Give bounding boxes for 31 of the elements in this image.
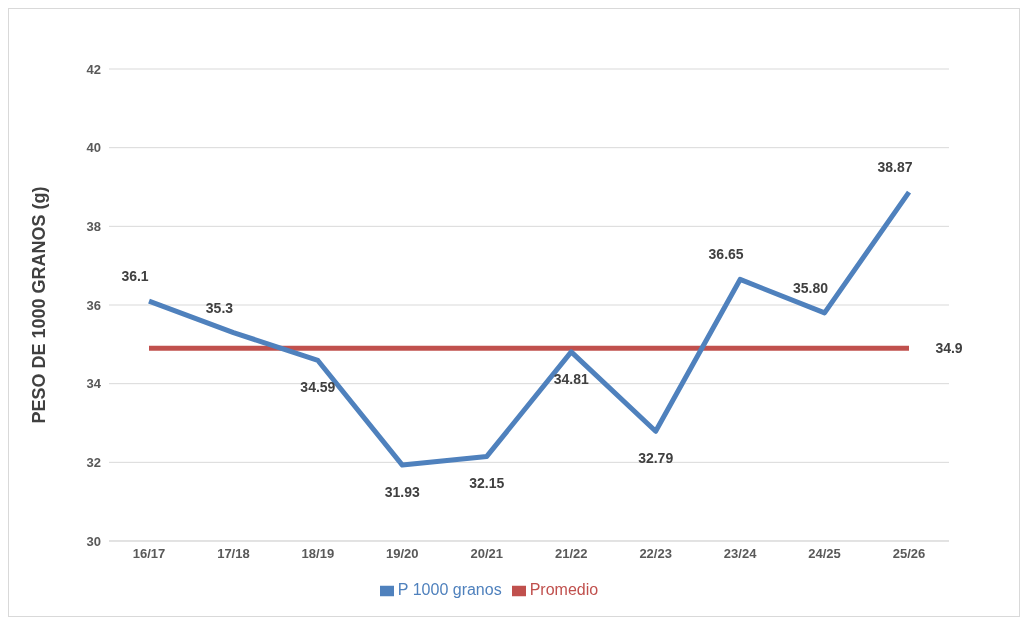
y-tick-label: 32	[86, 454, 101, 470]
data-label: 32.79	[638, 450, 674, 467]
x-tick-label: 21/22	[554, 546, 588, 562]
legend-label: Promedio	[529, 581, 599, 598]
data-label: 34.81	[553, 370, 589, 387]
x-tick-label: 16/17	[132, 546, 166, 562]
x-tick-label: 17/18	[217, 546, 250, 562]
x-tick-label: 22/23	[639, 546, 672, 562]
x-tick-label: 20/21	[470, 546, 504, 562]
data-label: 38.87	[877, 159, 913, 176]
x-tick-label: 23/24	[723, 546, 758, 562]
legend-label: P 1000 granos	[397, 581, 502, 598]
y-tick-label: 34	[86, 376, 102, 392]
data-label: 34.59	[300, 379, 336, 396]
y-tick-label: 38	[86, 218, 101, 234]
data-label: 34.9	[935, 340, 963, 357]
data-label: 36.1	[121, 268, 149, 285]
x-tick-label: 24/25	[808, 546, 841, 562]
x-tick-label: 25/26	[892, 546, 926, 562]
data-label: 31.93	[384, 484, 421, 501]
x-tick-label: 18/19	[301, 546, 335, 562]
y-tick-label: 40	[86, 140, 101, 156]
data-label: 35.80	[793, 279, 829, 296]
x-tick-label: 19/20	[386, 546, 419, 562]
data-label: 35.3	[205, 299, 234, 316]
data-label: 36.65	[708, 246, 744, 263]
y-tick-label: 36	[86, 297, 101, 313]
y-tick-label: 42	[86, 61, 101, 77]
y-tick-label: 30	[86, 533, 101, 549]
data-label: 32.15	[469, 475, 505, 492]
y-axis-title: PESO DE 1000 GRANOS (g)	[29, 186, 50, 424]
